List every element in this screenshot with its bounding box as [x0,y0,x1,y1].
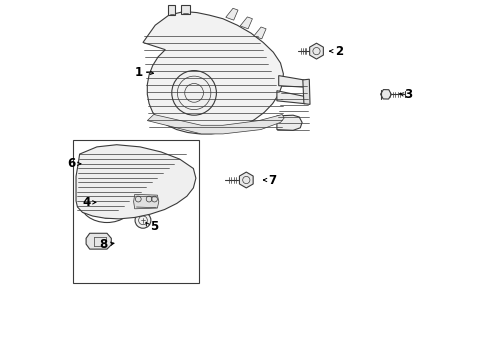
Polygon shape [142,12,283,134]
Text: 1: 1 [134,66,142,78]
Polygon shape [168,5,175,15]
Polygon shape [240,17,252,29]
Text: 8: 8 [99,238,107,251]
Polygon shape [278,76,306,87]
Polygon shape [302,79,309,104]
Text: 7: 7 [268,174,276,186]
Circle shape [171,71,216,115]
Polygon shape [86,233,111,249]
Polygon shape [225,8,238,20]
Polygon shape [181,5,189,14]
Text: 2: 2 [334,45,342,58]
Polygon shape [253,27,265,39]
Text: 6: 6 [67,157,76,170]
Bar [73,140,199,283]
Text: 3: 3 [404,88,411,101]
Polygon shape [276,91,307,104]
Polygon shape [133,194,159,209]
Text: 5: 5 [149,220,158,233]
Text: 4: 4 [82,196,90,209]
Polygon shape [76,145,196,219]
Polygon shape [276,115,302,130]
Circle shape [135,212,151,228]
Polygon shape [147,114,284,134]
